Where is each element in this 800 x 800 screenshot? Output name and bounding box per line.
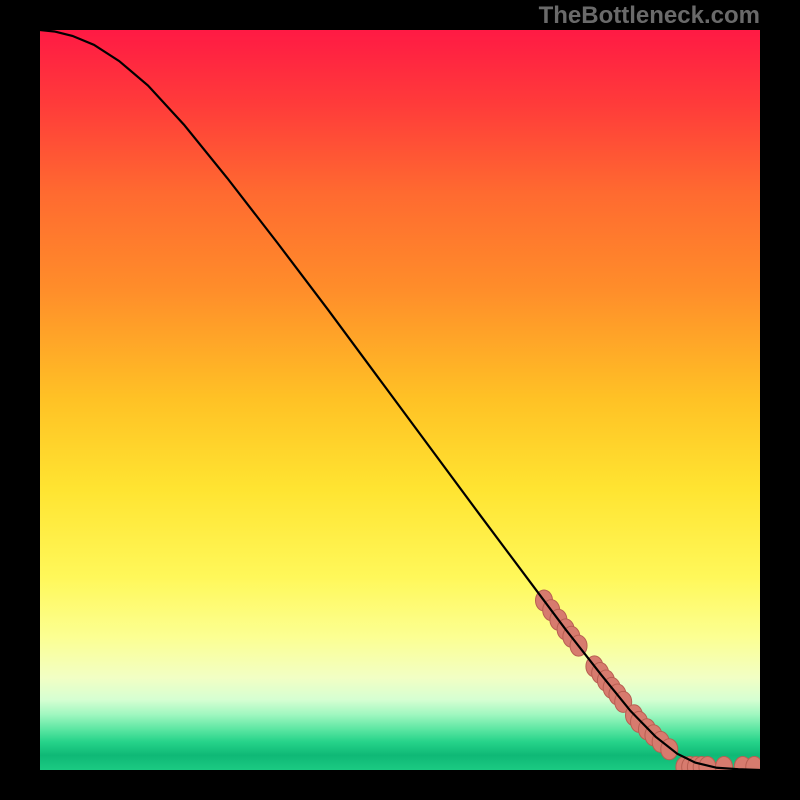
figure-root: TheBottleneck.com xyxy=(0,0,800,800)
watermark-text: TheBottleneck.com xyxy=(539,2,760,30)
plot-svg xyxy=(40,30,760,770)
gradient-background xyxy=(40,30,760,770)
plot-area xyxy=(40,30,760,770)
